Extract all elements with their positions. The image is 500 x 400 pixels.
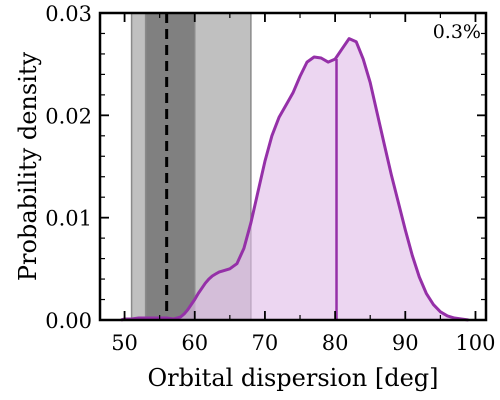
density-fill: [121, 38, 469, 320]
x-tick-label: 100: [455, 331, 495, 355]
y-tick-label: 0.00: [45, 309, 92, 333]
x-axis-label: Orbital dispersion [deg]: [147, 364, 438, 392]
y-tick-label: 0.03: [45, 2, 92, 26]
y-axis-label: Probability density: [14, 51, 42, 281]
x-tick-label: 60: [181, 331, 208, 355]
x-tick-label: 80: [322, 331, 349, 355]
y-tick-label: 0.02: [45, 104, 92, 128]
density-curve: [120, 37, 469, 322]
x-tick-label: 90: [392, 331, 419, 355]
plot-frame: [98, 11, 488, 322]
x-tick-label: 50: [111, 331, 138, 355]
percentage-annotation: 0.3%: [433, 21, 481, 43]
inner-band: [145, 13, 195, 320]
x-tick-label: 70: [252, 331, 279, 355]
y-tick-label: 0.01: [45, 207, 92, 231]
